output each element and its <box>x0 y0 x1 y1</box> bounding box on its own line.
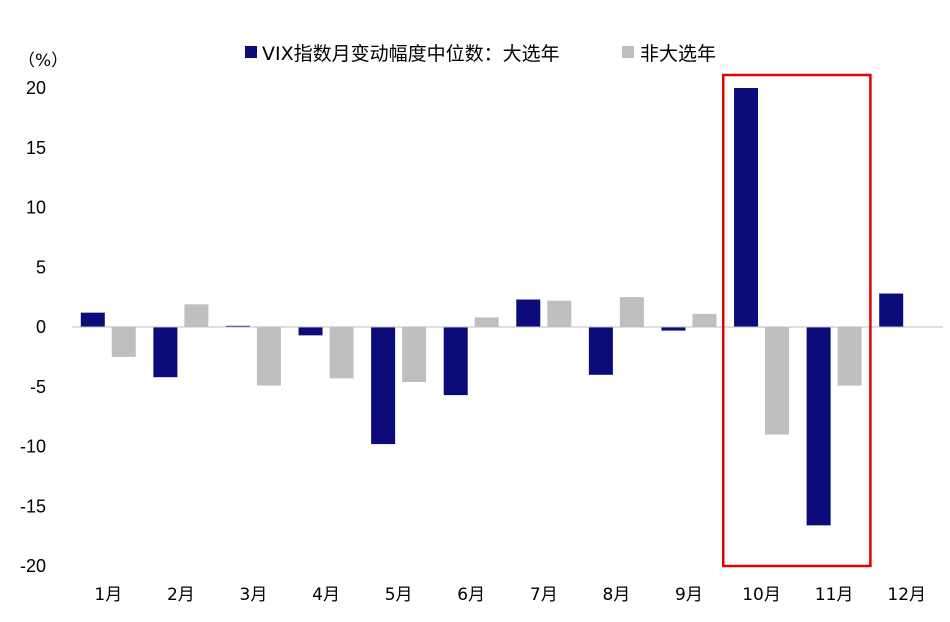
x-tick-label: 4月 <box>312 585 340 605</box>
bar-election-year <box>371 327 396 445</box>
x-axis-ticks: 1月 2月 3月 4月 5月 6月 7月 8月 9月 10月 11月 12月 <box>94 585 926 605</box>
bar-election-year <box>298 327 323 336</box>
bar-election-year <box>661 327 686 331</box>
bar-election-year <box>806 327 831 526</box>
highlight-box <box>722 73 872 568</box>
legend-label-election-year: VIX指数月变动幅度中位数：大选年 <box>262 43 560 65</box>
legend-swatch-election-year <box>245 46 257 58</box>
y-tick-label: -15 <box>20 496 46 516</box>
bar-non-election-year <box>111 327 136 357</box>
y-tick-label: -20 <box>20 556 46 576</box>
y-tick-label: 20 <box>26 78 46 98</box>
bar-non-election-year <box>256 327 281 386</box>
bar-election-year <box>153 327 178 378</box>
x-tick-label: 11月 <box>815 585 854 605</box>
legend-label-non-election-year: 非大选年 <box>640 43 716 65</box>
bar-election-year <box>80 312 105 327</box>
bar-non-election-year <box>765 327 790 435</box>
bar-non-election-year <box>619 297 644 327</box>
x-tick-label: 1月 <box>94 585 122 605</box>
y-tick-label: 15 <box>26 138 46 158</box>
bar-non-election-year <box>329 327 354 379</box>
x-tick-label: 5月 <box>385 585 413 605</box>
x-tick-label: 6月 <box>457 585 485 605</box>
y-tick-label: -10 <box>20 437 46 457</box>
x-tick-label: 9月 <box>675 585 703 605</box>
legend-swatch-non-election-year <box>622 46 634 58</box>
bar-election-year <box>225 325 250 327</box>
bar-non-election-year <box>402 327 427 382</box>
bar-non-election-year <box>547 300 572 327</box>
x-tick-label: 7月 <box>530 585 558 605</box>
y-tick-label: 0 <box>36 317 46 337</box>
bar-election-year <box>734 88 759 327</box>
bar-election-year <box>443 327 468 396</box>
y-tick-label: 10 <box>26 198 46 218</box>
y-unit-label: （%） <box>18 51 68 71</box>
y-tick-label: 5 <box>36 257 46 277</box>
x-tick-label: 10月 <box>742 585 781 605</box>
bar-election-year <box>879 293 904 327</box>
x-tick-label: 12月 <box>887 585 926 605</box>
bar-election-year <box>516 299 541 327</box>
bar-non-election-year <box>184 304 209 327</box>
bars <box>80 88 904 526</box>
legend: VIX指数月变动幅度中位数：大选年 非大选年 <box>245 43 716 65</box>
bar-election-year <box>588 327 613 375</box>
x-tick-label: 2月 <box>167 585 195 605</box>
bar-non-election-year <box>837 327 862 386</box>
x-tick-label: 8月 <box>602 585 630 605</box>
bar-non-election-year <box>474 317 499 327</box>
bar-non-election-year <box>692 313 717 327</box>
y-tick-label: -5 <box>30 377 46 397</box>
x-tick-label: 3月 <box>240 585 268 605</box>
y-axis-ticks: 20 15 10 5 0 -5 -10 -15 -20 <box>20 78 46 576</box>
